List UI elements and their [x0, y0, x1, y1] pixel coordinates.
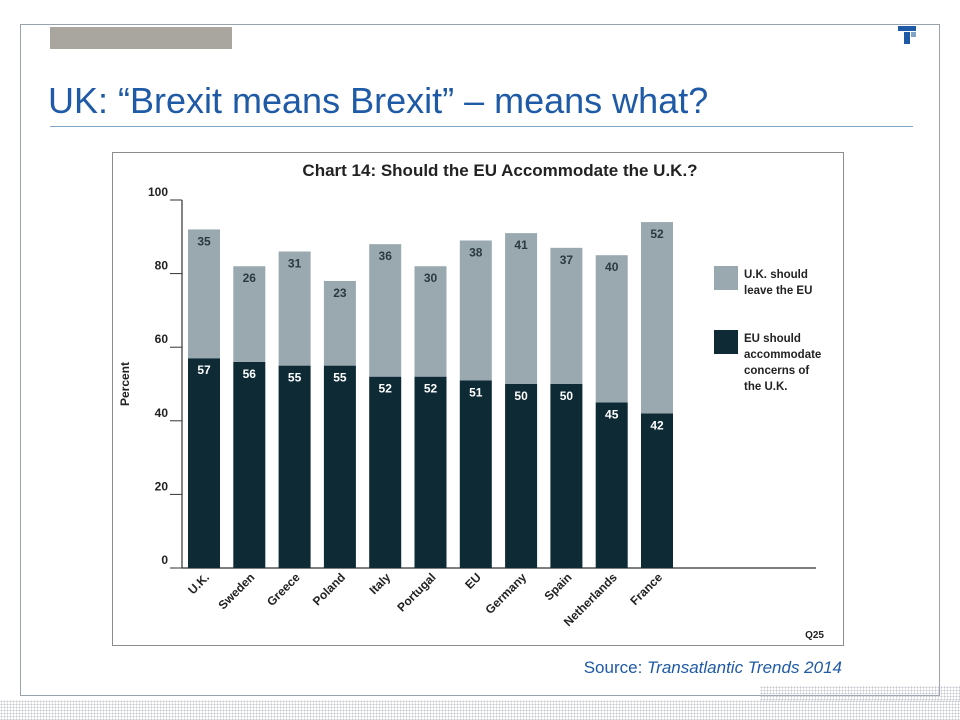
y-tick-label: 0: [161, 553, 168, 567]
bar-segment: [278, 365, 311, 568]
chart-frame: [112, 152, 844, 646]
legend-label: concerns of: [744, 365, 809, 377]
bar-segment: [414, 266, 447, 377]
chart-title: Chart 14: Should the EU Accommodate the …: [302, 161, 697, 180]
bar-segment: [641, 413, 673, 568]
data-label: 56: [243, 367, 257, 381]
data-label: 52: [650, 227, 664, 241]
data-label: 23: [333, 286, 347, 300]
y-tick-label: 60: [155, 332, 169, 346]
source-credit: Source: Transatlantic Trends 2014: [584, 658, 842, 678]
bar-segment: [278, 251, 311, 366]
data-label: 42: [650, 418, 664, 432]
bar-segment: [233, 361, 266, 568]
category-label: EU: [462, 570, 484, 592]
bar-segment: [641, 222, 673, 414]
header-accent-bar: [50, 27, 232, 49]
data-label: 30: [424, 271, 438, 285]
source-title: Transatlantic Trends 2014: [647, 658, 842, 677]
data-label: 52: [424, 382, 438, 396]
category-label: Spain: [542, 570, 575, 603]
bar-segment: [459, 380, 492, 568]
category-label: Germany: [483, 570, 530, 617]
bar-segment: [595, 402, 628, 568]
legend-label: U.K. should: [744, 269, 808, 281]
data-label: 55: [333, 371, 347, 385]
y-tick-label: 80: [155, 259, 169, 273]
category-label: Greece: [264, 570, 303, 609]
legend-swatch: [714, 330, 738, 354]
y-axis-label: Percent: [118, 362, 132, 406]
category-label: Italy: [366, 570, 393, 597]
data-label: 37: [560, 253, 574, 267]
bar-segment: [505, 233, 538, 384]
bar-segment: [369, 376, 402, 568]
data-label: 40: [605, 260, 619, 274]
data-label: 38: [469, 245, 483, 259]
legend-swatch: [714, 266, 738, 290]
data-label: 51: [469, 385, 483, 399]
category-label: U.K.: [185, 570, 212, 597]
source-prefix: Source:: [583, 658, 648, 677]
bar-segment: [550, 247, 583, 384]
bar-segment: [323, 365, 356, 568]
y-tick-label: 100: [148, 185, 168, 199]
bar-segment: [459, 240, 492, 381]
bar-segment: [550, 384, 583, 568]
bar-segment: [595, 255, 628, 403]
category-label: France: [627, 570, 665, 608]
data-label: 50: [560, 389, 574, 403]
bar-segment: [369, 244, 402, 377]
data-label: 45: [605, 407, 619, 421]
category-label: Portugal: [394, 570, 438, 614]
bar-segment: [233, 266, 266, 362]
stacked-bar-chart: Chart 14: Should the EU Accommodate the …: [118, 161, 824, 641]
bar-segment: [323, 280, 356, 366]
data-label: 31: [288, 257, 302, 271]
data-label: 41: [514, 238, 528, 252]
bar-segment: [505, 384, 538, 568]
data-label: 57: [197, 363, 211, 377]
chart-note: Q25: [805, 630, 824, 641]
legend-label: EU should: [744, 333, 801, 345]
dotted-footer-pattern: [0, 700, 960, 720]
bar-segment: [188, 358, 220, 568]
data-label: 52: [379, 382, 393, 396]
y-tick-label: 40: [155, 406, 169, 420]
data-label: 35: [197, 234, 211, 248]
title-divider: [50, 126, 913, 127]
data-label: 26: [243, 271, 257, 285]
category-label: Poland: [310, 570, 348, 608]
page-title: UK: “Brexit means Brexit” – means what?: [48, 80, 709, 121]
bar-segment: [188, 229, 220, 359]
dotted-pattern-small: [760, 686, 960, 702]
legend-label: the U.K.: [744, 381, 787, 393]
data-label: 55: [288, 371, 302, 385]
bar-segment: [414, 376, 447, 568]
category-label: Sweden: [215, 570, 257, 612]
y-tick-label: 20: [155, 479, 169, 493]
logo-icon: [898, 26, 916, 44]
data-label: 50: [514, 389, 528, 403]
data-label: 36: [379, 249, 393, 263]
legend-label: accommodate: [744, 349, 821, 361]
legend-label: leave the EU: [744, 285, 812, 297]
